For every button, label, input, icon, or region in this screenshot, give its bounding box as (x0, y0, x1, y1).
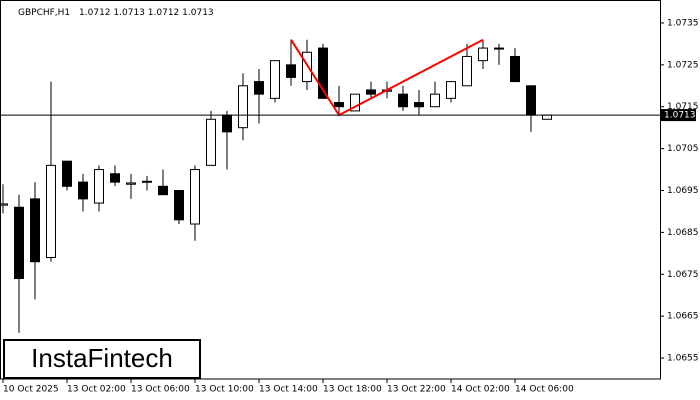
y-tick-label: 1.0655 (667, 354, 699, 364)
candle-body (350, 93, 360, 112)
y-tick-label: 1.0675 (667, 270, 699, 280)
x-tick-label: 14 Oct 02:00 (451, 385, 510, 395)
candle-body (142, 180, 152, 183)
plot-frame (0, 0, 661, 380)
candle-body (254, 81, 264, 95)
x-tick-label: 13 Oct 02:00 (67, 385, 126, 395)
candle-body (174, 190, 184, 221)
candle-body (206, 118, 216, 166)
candle-body (542, 114, 552, 120)
logo-frame (3, 339, 201, 379)
watermark-box: InstaFintech (3, 339, 201, 379)
candle-body (238, 85, 248, 129)
candle-body (78, 181, 88, 200)
candle-body (430, 93, 440, 108)
close-price: 1.0713 (182, 8, 214, 18)
high-price: 1.0713 (113, 8, 145, 18)
symbol: GBPCHF,H1 (18, 8, 70, 18)
candle-body (46, 164, 56, 259)
y-tick-label: 1.0735 (667, 18, 699, 28)
candle-body (286, 64, 296, 78)
price-label-box (661, 109, 696, 122)
candle-body (510, 55, 520, 83)
candle-body (414, 102, 424, 108)
candle-body (62, 160, 72, 187)
candle-body (366, 89, 376, 95)
candle-body (462, 55, 472, 87)
candle-body (190, 169, 200, 225)
y-tick-label: 1.0725 (667, 60, 699, 70)
y-tick-label: 1.0715 (667, 102, 699, 112)
candle-body (270, 60, 280, 99)
candle-body (318, 47, 328, 99)
candle-body (94, 169, 104, 204)
x-tick-label: 13 Oct 10:00 (195, 385, 254, 395)
plot-area (0, 38, 552, 333)
candle-body (158, 185, 168, 196)
y-tick-label: 1.0705 (667, 144, 699, 154)
x-tick-label: 13 Oct 14:00 (259, 385, 318, 395)
candle-body (494, 47, 504, 50)
open-price: 1.0712 (79, 8, 111, 18)
candle-body (478, 47, 488, 62)
candle-body (398, 93, 408, 108)
header: GBPCHF,H1 1.0712 1.0713 1.0712 1.0713 (18, 8, 214, 18)
candle-body (302, 51, 312, 83)
candle-body (334, 102, 344, 108)
candle-body (30, 198, 40, 263)
candle-body (446, 81, 456, 99)
x-tick-label: 13 Oct 06:00 (131, 385, 190, 395)
y-tick-label: 1.0665 (667, 312, 699, 322)
candle-body (126, 182, 136, 185)
x-tick-label: 10 Oct 2025 (3, 385, 59, 395)
price-label: 1.0713 (664, 111, 696, 121)
logo: InstaFintech (31, 343, 173, 373)
x-tick-label: 13 Oct 22:00 (387, 385, 446, 395)
y-tick-label: 1.0695 (667, 186, 699, 196)
candle-body (0, 203, 8, 206)
candle-body (110, 173, 120, 183)
y-tick-label: 1.0685 (667, 228, 699, 238)
x-tick-label: 13 Oct 18:00 (323, 385, 382, 395)
x-tick-label: 14 Oct 06:00 (515, 385, 574, 395)
low-price: 1.0712 (148, 8, 180, 18)
candle-body (222, 114, 232, 133)
candle-body (14, 206, 24, 279)
candle-body (526, 85, 536, 116)
